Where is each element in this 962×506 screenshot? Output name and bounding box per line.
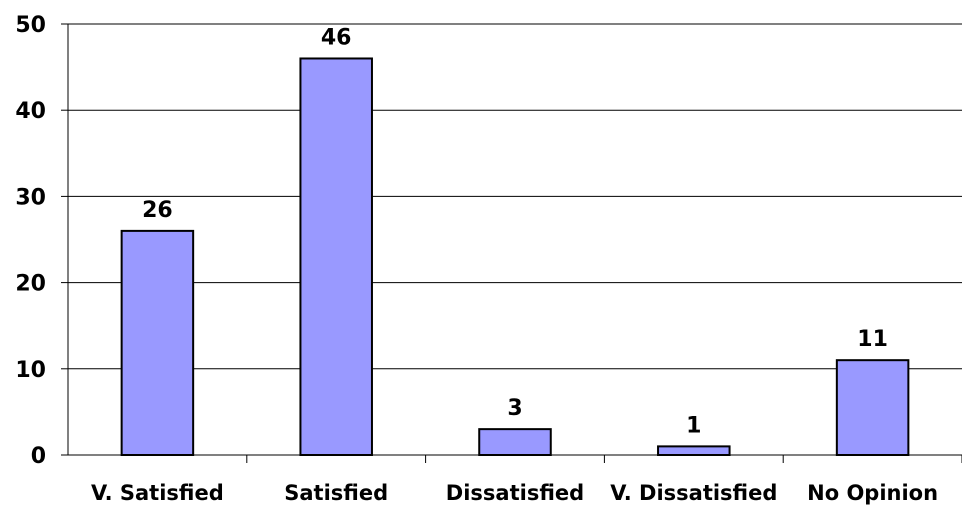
x-axis-ticks: V. Satisfied Satisfied Dissatisfied V. Diss…	[91, 455, 962, 505]
y-axis-ticks: 0 10 20 30 40 50	[15, 13, 68, 469]
bar-no-opinion	[837, 360, 909, 455]
y-tick-label: 50	[15, 13, 46, 38]
y-tick-label: 10	[15, 358, 46, 383]
y-tick-label: 0	[31, 444, 46, 469]
data-label: 46	[321, 25, 352, 50]
bar-v-dissatisfied	[658, 446, 730, 455]
bar-dissatisfied	[479, 429, 551, 455]
x-category-label: V. Satisfied	[91, 481, 224, 505]
y-tick-label: 30	[15, 185, 46, 210]
y-tick-label: 40	[15, 99, 46, 124]
bar-satisfied	[300, 58, 372, 455]
gridlines	[68, 24, 962, 369]
x-category-label: Satisfied	[284, 481, 388, 505]
bar-v-satisfied	[122, 231, 194, 455]
x-category-label: Dissatisfied	[446, 481, 584, 505]
data-label: 26	[142, 198, 173, 223]
x-category-label: No Opinion	[807, 481, 938, 505]
axes	[68, 24, 962, 455]
x-category-label: V. Dissatisfied	[610, 481, 777, 505]
data-label: 1	[686, 413, 701, 438]
data-label: 3	[507, 396, 522, 421]
y-tick-label: 20	[15, 272, 46, 297]
data-label: 11	[857, 327, 888, 352]
